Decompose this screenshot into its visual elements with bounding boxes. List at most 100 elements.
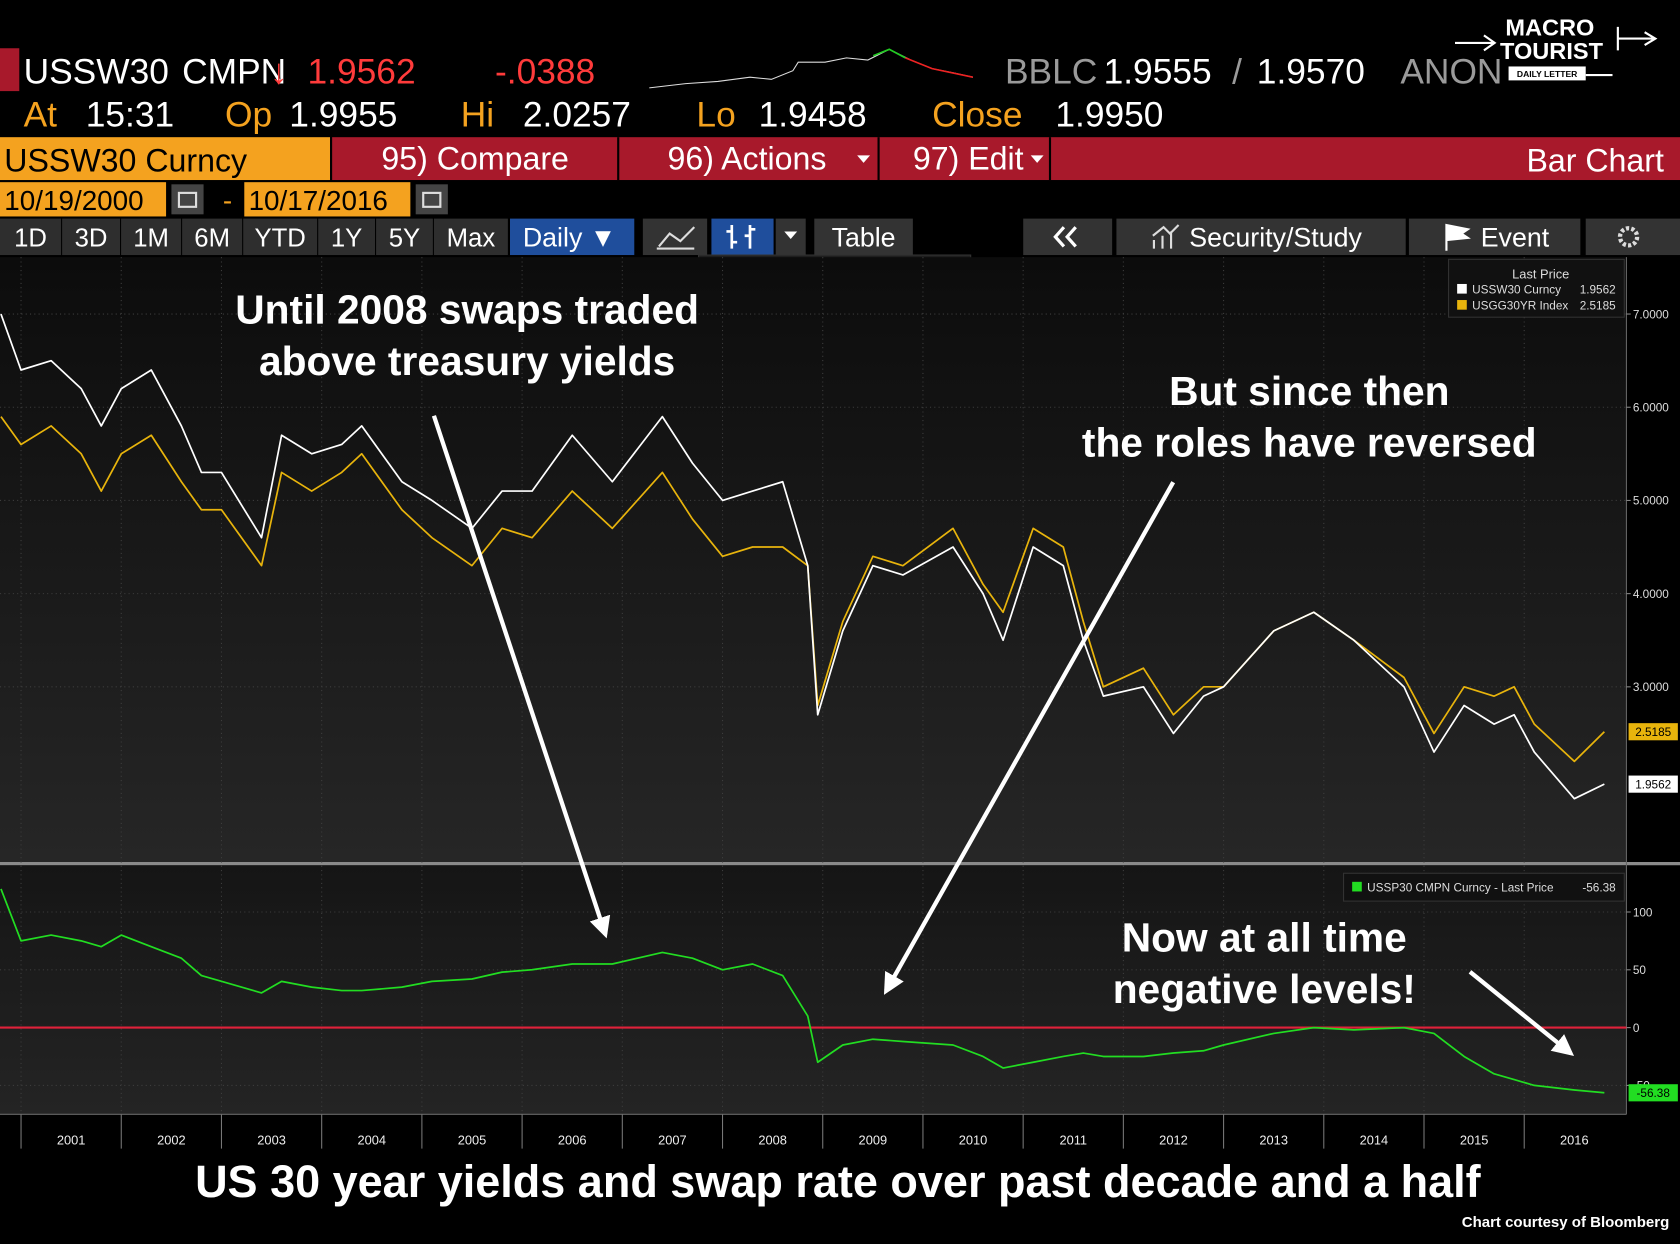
dropdown-icon <box>784 231 798 239</box>
calendar-glyph <box>177 191 198 208</box>
frequency: Daily ▼ <box>523 222 616 252</box>
calendar-icon[interactable] <box>171 184 204 215</box>
frequency-button[interactable] <box>510 218 635 256</box>
period-label: 6M <box>194 224 230 252</box>
period-label: 1D <box>14 224 47 252</box>
bar-tool[interactable] <box>711 218 774 256</box>
period-button[interactable] <box>0 218 62 256</box>
period-label: Max <box>447 224 496 252</box>
sparkline-up <box>872 48 906 59</box>
event-button[interactable] <box>1408 218 1581 256</box>
annotation: the roles have reversed <box>1082 419 1537 465</box>
menu-bar <box>332 137 1680 181</box>
x-tick-label: 2009 <box>859 1132 888 1147</box>
legend-swatch <box>1352 881 1362 892</box>
last-value-box <box>1628 1084 1678 1102</box>
x-tick-label: 2005 <box>458 1132 487 1147</box>
settings-icon <box>1617 226 1640 248</box>
study-icon <box>1152 224 1180 249</box>
ask: 1.9570 <box>1257 53 1365 92</box>
event-icon <box>1445 223 1471 251</box>
quote-label: Lo <box>696 95 735 134</box>
y-tick-label: 3.0000 <box>1633 681 1669 694</box>
period-button[interactable] <box>243 218 318 256</box>
dropdown-icon <box>857 155 870 163</box>
bid: 1.9555 <box>1104 53 1212 92</box>
x-tick-label: 2002 <box>157 1132 186 1147</box>
quote-value: 1.9458 <box>759 95 867 134</box>
x-tick-label: 2010 <box>959 1132 988 1147</box>
end-date-field[interactable] <box>244 182 411 217</box>
y-tick-label: 4.0000 <box>1633 588 1669 601</box>
legend-name: USSP30 CMPN Curncy - Last Price <box>1367 881 1554 894</box>
start-date-field[interactable] <box>0 182 167 217</box>
settings-button[interactable] <box>1585 218 1680 256</box>
period-label: YTD <box>254 224 305 252</box>
menu-compare[interactable]: 95) Compare <box>381 140 568 176</box>
dropdown-icon <box>1030 155 1044 163</box>
study-button[interactable] <box>1116 218 1406 256</box>
quote-value: 15:31 <box>86 95 174 134</box>
quote-label: Close <box>932 95 1022 134</box>
annotation: above treasury yields <box>259 338 675 384</box>
legend-swatch <box>1457 283 1467 294</box>
line-icon <box>656 226 696 250</box>
menu-edit[interactable]: 97) Edit <box>913 140 1024 176</box>
legend-value: -56.38 <box>1582 881 1616 894</box>
last-value-box <box>1628 723 1678 741</box>
x-tick-label: 2015 <box>1460 1132 1489 1147</box>
period-button[interactable] <box>182 218 243 256</box>
x-tick-label: 2016 <box>1560 1132 1589 1147</box>
x-tick-label: 2013 <box>1259 1132 1288 1147</box>
menu-actions[interactable]: 96) Actions <box>668 140 827 176</box>
last-value-label: 2.5185 <box>1635 726 1671 739</box>
end-date: 10/17/2016 <box>249 185 388 216</box>
x-tick-label: 2007 <box>658 1132 687 1147</box>
caption: US 30 year yields and swap rate over pas… <box>195 1156 1482 1207</box>
ask-source: ANON <box>1400 53 1502 92</box>
period-button[interactable] <box>376 218 433 256</box>
y-tick-label: 100 <box>1633 906 1653 919</box>
x-tick-label: 2001 <box>57 1132 86 1147</box>
y-tick-label: 6.0000 <box>1633 402 1669 415</box>
bid-source: BBLC <box>1005 53 1097 92</box>
legend-title: Last Price <box>1512 267 1569 282</box>
annotation: Now at all time <box>1122 914 1407 960</box>
event: Event <box>1481 222 1550 252</box>
x-tick-label: 2012 <box>1159 1132 1188 1147</box>
period-button[interactable] <box>318 218 375 256</box>
quote-label: Hi <box>461 95 494 134</box>
period-button[interactable] <box>121 218 182 256</box>
period-button[interactable] <box>433 218 508 256</box>
start-date: 10/19/2000 <box>4 185 143 216</box>
change: -.0388 <box>495 53 595 92</box>
bar-icon <box>726 225 756 249</box>
x-tick-label: 2003 <box>257 1132 286 1147</box>
y-tick-label: 50 <box>1633 964 1647 977</box>
annotation: Until 2008 swaps traded <box>235 287 699 333</box>
last-value-label: 1.9562 <box>1635 778 1671 791</box>
quote-label: At <box>24 95 58 134</box>
study: Security/Study <box>1189 222 1362 252</box>
last-value-label: -56.38 <box>1637 1087 1671 1100</box>
date-dash: - <box>223 185 232 216</box>
source: CMPN <box>182 53 286 92</box>
calendar-icon[interactable] <box>415 184 448 215</box>
last-value-box <box>1628 775 1678 793</box>
sparkline-down <box>905 57 974 78</box>
table-button[interactable] <box>814 218 913 256</box>
period-button[interactable] <box>62 218 120 256</box>
annotation-arrow <box>431 415 611 939</box>
x-tick-label: 2011 <box>1059 1132 1087 1147</box>
annotation-arrow <box>1468 970 1575 1056</box>
calendar-glyph <box>422 191 442 208</box>
separator: / <box>1232 53 1242 92</box>
annotation-arrow <box>883 481 1176 995</box>
logo-tagline: DAILY LETTER <box>1517 69 1578 79</box>
legend-box <box>1343 872 1625 902</box>
period-label: 1Y <box>331 224 362 252</box>
legend-swatch <box>1457 300 1467 310</box>
x-tick-label: 2014 <box>1360 1132 1389 1147</box>
security-field[interactable] <box>0 137 330 181</box>
status-block <box>0 48 20 92</box>
